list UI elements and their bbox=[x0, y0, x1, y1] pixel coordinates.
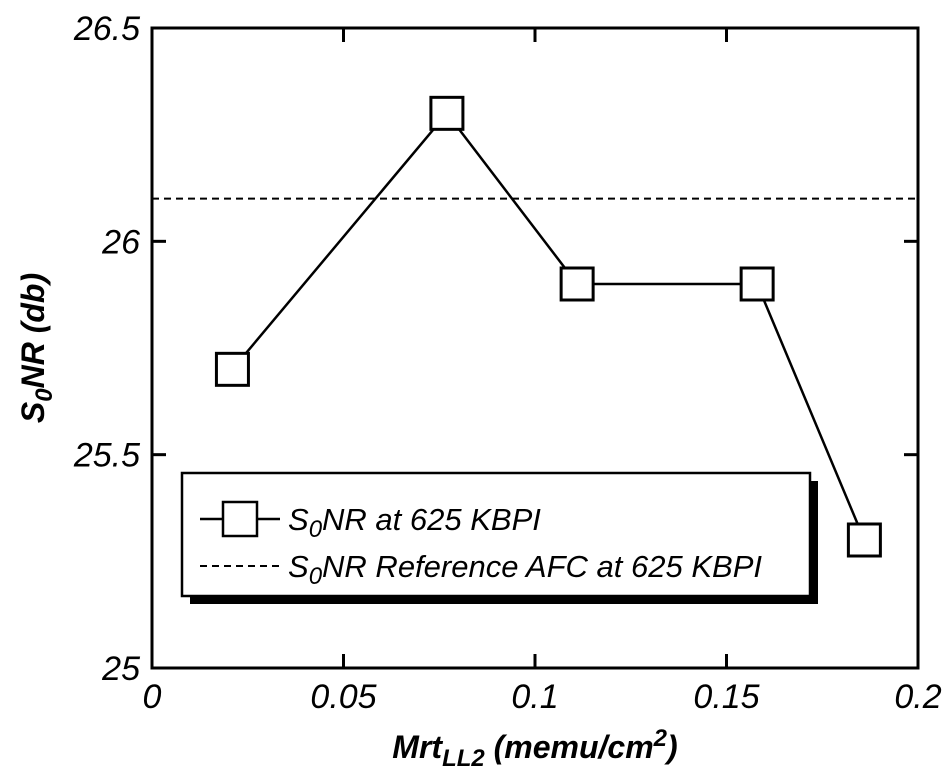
axis-ticks bbox=[150, 26, 920, 670]
series-markers bbox=[214, 95, 882, 558]
legend: S0NR at 625 KBPI S0NR Reference AFC at 6… bbox=[180, 471, 818, 604]
legend-box bbox=[180, 471, 812, 598]
legend-marker-square bbox=[221, 500, 259, 538]
data-point bbox=[846, 522, 882, 558]
x-tick-label: 0.1 bbox=[511, 678, 558, 716]
x-tick-label: 0.15 bbox=[693, 678, 759, 716]
data-point bbox=[559, 266, 595, 302]
data-point bbox=[214, 351, 250, 387]
legend-entry-1: S0NR at 625 KBPI bbox=[288, 502, 541, 543]
y-tick-label: 26.5 bbox=[73, 10, 140, 48]
x-axis-title: MrtLL2 (memu/cm2) bbox=[392, 725, 677, 772]
x-tick-label: 0.2 bbox=[894, 678, 941, 716]
data-point bbox=[739, 266, 775, 302]
x-tick-label: 0 bbox=[143, 678, 162, 716]
data-point bbox=[429, 95, 465, 131]
y-axis-title: S0NR (db) bbox=[15, 273, 58, 423]
x-tick-label: 0.05 bbox=[310, 678, 376, 716]
y-tick-label: 25 bbox=[101, 650, 140, 688]
axis-tick-labels: 0 0.05 0.1 0.15 0.2 25 25.5 26 26.5 bbox=[73, 10, 942, 716]
legend-entry-2: S0NR Reference AFC at 625 KBPI bbox=[288, 549, 762, 590]
y-tick-label: 26 bbox=[101, 223, 140, 261]
y-tick-label: 25.5 bbox=[73, 437, 140, 475]
